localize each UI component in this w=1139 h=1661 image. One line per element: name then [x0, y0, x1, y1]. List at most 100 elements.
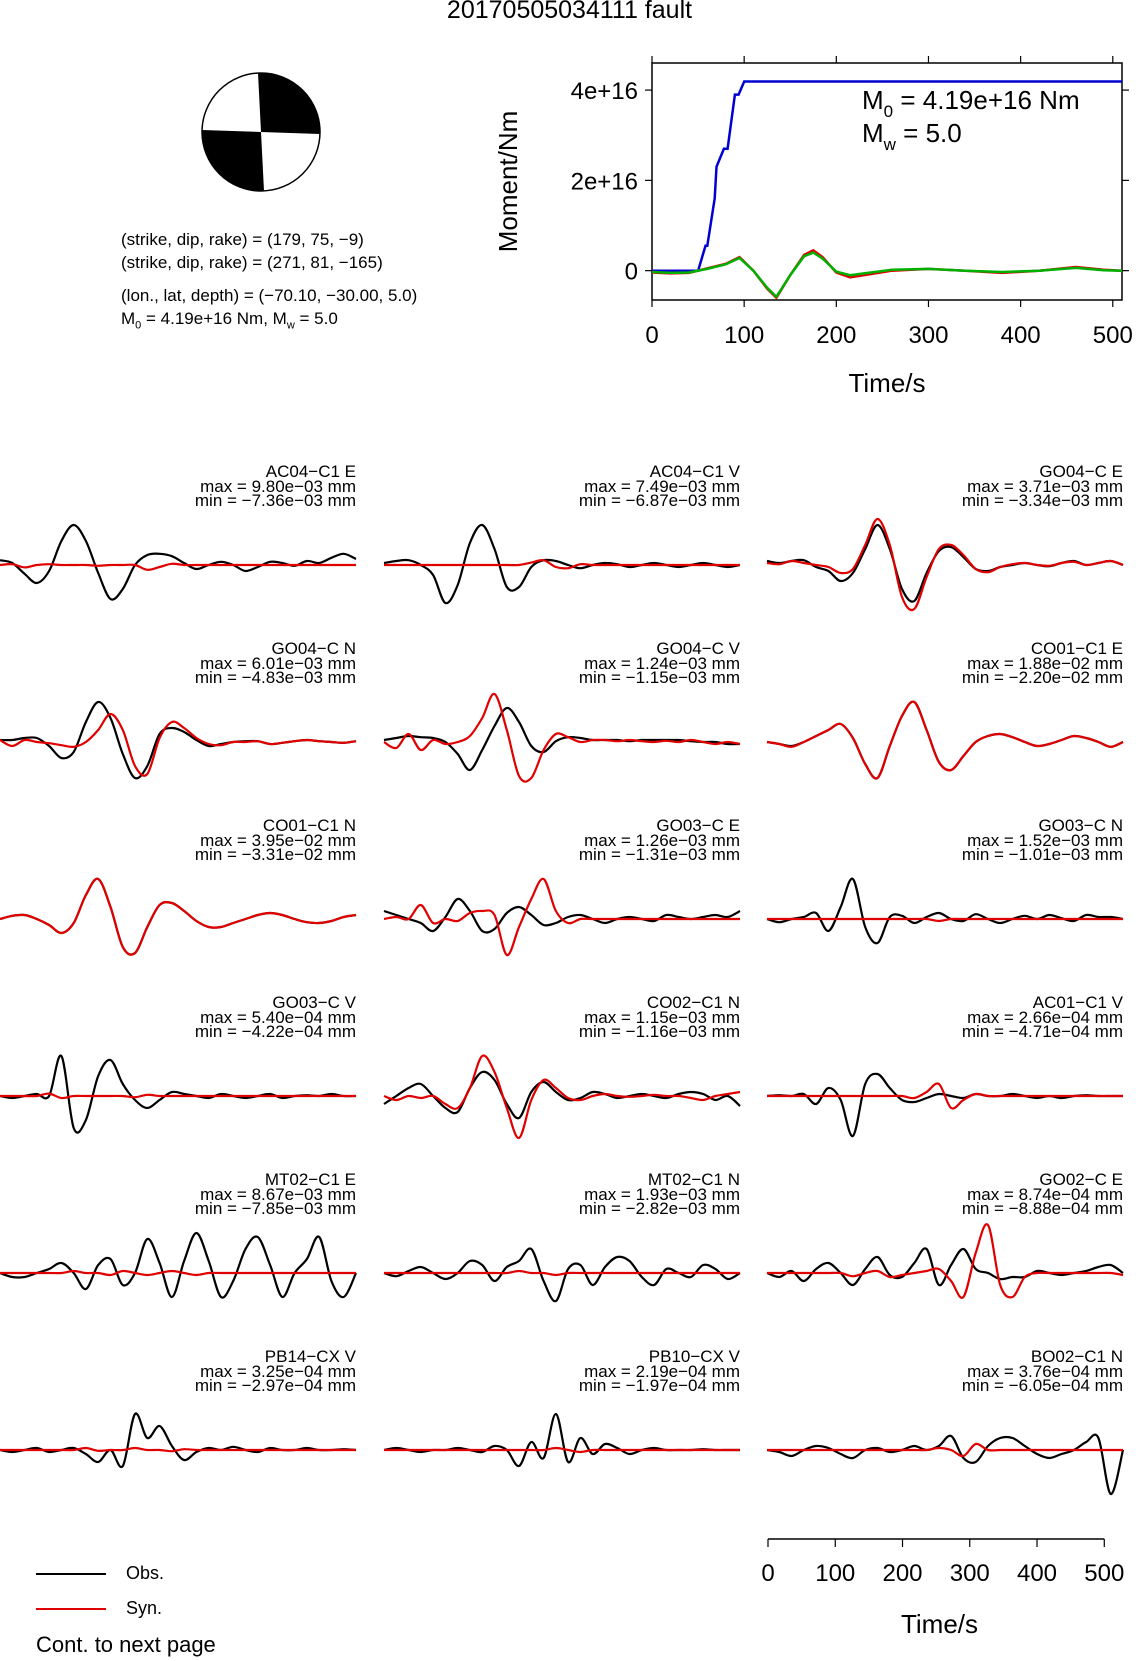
station-min: min = −4.22e−04 mm	[195, 1022, 356, 1041]
station-min: min = −1.15e−03 mm	[579, 668, 740, 687]
magnitude-annotation-value: = 5.0	[896, 118, 962, 148]
station-label: PB14−CX V	[265, 1347, 357, 1366]
synthetic-trace	[0, 1092, 356, 1100]
legend-syn-label: Syn.	[126, 1598, 163, 1618]
station-max: max = 1.93e−03 mm	[584, 1185, 740, 1204]
synthetic-trace	[766, 700, 1124, 780]
station-label: AC04−C1 V	[650, 462, 741, 481]
station-label: AC01−C1 V	[1033, 993, 1124, 1012]
observed-trace	[766, 1072, 1123, 1138]
synthetic-trace	[0, 562, 356, 571]
station-max: max = 9.80e−03 mm	[200, 477, 356, 496]
observed-trace	[0, 1412, 357, 1469]
synthetic-trace	[0, 1269, 356, 1277]
y-tick-label: 4e+16	[571, 78, 638, 105]
y-axis-label: Moment/Nm	[493, 111, 523, 253]
station-max: max = 1.15e−03 mm	[584, 1008, 740, 1027]
observed-trace	[766, 1247, 1124, 1287]
station-max: max = 3.71e−03 mm	[967, 477, 1123, 496]
nodal-plane-2: (strike, dip, rake) = (271, 81, −165)	[121, 253, 383, 272]
y-tick-label: 2e+16	[571, 168, 638, 195]
synthetic-trace	[383, 558, 740, 570]
synthetic-trace	[384, 1269, 740, 1277]
station-max: max = 3.25e−04 mm	[200, 1362, 356, 1381]
station-label: MT02−C1 N	[648, 1170, 740, 1189]
station-label: AC04−C1 E	[266, 462, 356, 481]
x-tick-label: 200	[816, 322, 856, 349]
station-label: CO01−C1 E	[1031, 639, 1123, 658]
station-label: CO01−C1 N	[263, 816, 356, 835]
station-min: min = −8.88e−04 mm	[962, 1199, 1123, 1218]
station-min: min = −2.82e−03 mm	[579, 1199, 740, 1218]
moment-symbol: M	[121, 309, 136, 328]
station-label: GO03−C N	[1038, 816, 1123, 835]
x-axis-label: Time/s	[848, 368, 925, 398]
moment-plot-frame	[651, 62, 1123, 301]
station-min: min = −6.87e−03 mm	[579, 491, 740, 510]
station-max: max = 5.40e−04 mm	[200, 1008, 356, 1027]
magnitude-annotation-symbol: M	[862, 118, 884, 148]
time-tick-label: 300	[950, 1560, 990, 1587]
synthetic-trace	[383, 877, 740, 957]
station-min: min = −3.34e−03 mm	[962, 491, 1123, 510]
synthetic-trace	[383, 692, 741, 783]
x-tick-label: 300	[908, 322, 948, 349]
station-label: MT02−C1 E	[265, 1170, 356, 1189]
magnitude-annotation: Mw = 5.0	[862, 118, 962, 154]
station-label: CO02−C1 N	[647, 993, 740, 1012]
x-tick-label: 100	[724, 322, 764, 349]
beachball-compressional-quadrant-sw	[201, 130, 264, 192]
station-max: max = 7.49e−03 mm	[584, 477, 740, 496]
time-tick-label: 500	[1084, 1560, 1124, 1587]
synthetic-trace	[383, 1054, 741, 1140]
station-label: GO04−C V	[656, 639, 740, 658]
station-max: max = 8.74e−04 mm	[967, 1185, 1123, 1204]
observed-trace	[766, 700, 1124, 780]
station-min: min = −3.31e−02 mm	[195, 845, 356, 864]
observed-trace	[766, 877, 1124, 945]
station-label: GO04−C E	[1039, 462, 1123, 481]
observed-trace	[0, 877, 357, 956]
station-max: max = 3.76e−04 mm	[967, 1362, 1123, 1381]
observed-trace	[383, 897, 741, 934]
station-max: max = 8.67e−03 mm	[200, 1185, 356, 1204]
synthetic-trace	[766, 517, 1124, 612]
synthetic-trace	[766, 1442, 1123, 1458]
station-min: min = −1.01e−03 mm	[962, 845, 1123, 864]
magnitude-value: = 5.0	[294, 309, 338, 328]
observed-trace	[383, 1070, 741, 1120]
station-min: min = −1.31e−03 mm	[579, 845, 740, 864]
synthetic-trace	[383, 1446, 740, 1454]
station-min: min = −2.20e−02 mm	[962, 668, 1123, 687]
synthetic-trace	[0, 877, 357, 956]
station-min: min = −4.71e−04 mm	[962, 1022, 1123, 1041]
station-label: GO02−C E	[1039, 1170, 1123, 1189]
magnitude-annotation-subscript: w	[883, 135, 897, 154]
x-tick-label: 500	[1093, 322, 1133, 349]
x-tick-label: 0	[645, 322, 658, 349]
synthetic-trace	[767, 1223, 1124, 1299]
station-min: min = −2.97e−04 mm	[195, 1376, 356, 1395]
beachball-compressional-quadrant-ne	[258, 72, 321, 134]
nodal-plane-1: (strike, dip, rake) = (179, 75, −9)	[121, 230, 364, 249]
moment-series-2	[651, 248, 1123, 300]
station-max: max = 2.66e−04 mm	[967, 1008, 1123, 1027]
station-max: max = 3.95e−02 mm	[200, 831, 356, 850]
station-max: max = 6.01e−03 mm	[200, 654, 356, 673]
magnitude-subscript: w	[286, 319, 295, 332]
station-max: max = 2.19e−04 mm	[584, 1362, 740, 1381]
moment-annotation-value: = 4.19e+16 Nm	[893, 85, 1079, 115]
